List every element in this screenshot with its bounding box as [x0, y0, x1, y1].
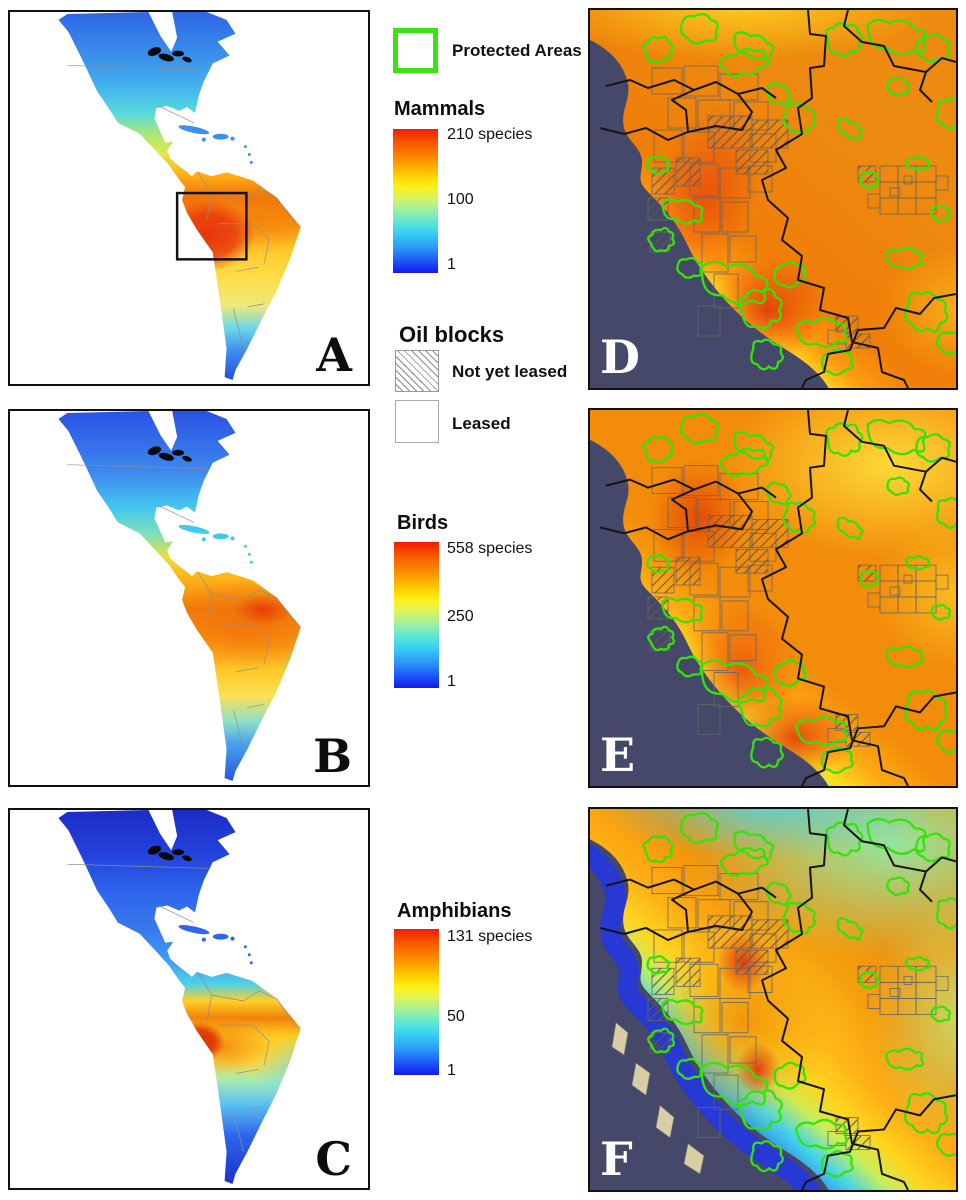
- americas-richness-map-birds: [58, 411, 301, 782]
- panel-label-c: C: [315, 1132, 352, 1186]
- panel-c-amphibians-americas-map: C: [8, 808, 370, 1190]
- amphibians-colorbar: [394, 929, 439, 1075]
- mammals-colorbar: [393, 129, 438, 273]
- amphibians-legend-title: Amphibians: [397, 900, 512, 922]
- amphibians-max-label: 131 species: [447, 928, 533, 945]
- birds-max-label: 558 species: [447, 540, 533, 557]
- inset-extent-box: [175, 191, 248, 261]
- birds-legend-title: Birds: [397, 512, 449, 534]
- americas-richness-map-mammals: [58, 12, 301, 381]
- panel-f-amphibians-amazon-inset: F: [588, 807, 958, 1192]
- mammals-legend-title: Mammals: [394, 98, 486, 120]
- birds-mid-label: 250: [447, 608, 474, 625]
- oil-blocks-legend-title: Oil blocks: [399, 322, 505, 347]
- panel-e-birds-amazon-inset: E: [588, 408, 958, 788]
- protected-areas-swatch: [393, 28, 438, 73]
- mammals-min-label: 1: [447, 256, 456, 273]
- panel-d-mammals-amazon-inset: D: [588, 8, 958, 390]
- birds-colorbar: [394, 542, 439, 688]
- coastal-desert-patches: [611, 1022, 705, 1175]
- not-yet-leased-swatch: [395, 350, 439, 392]
- amphibians-mid-label: 50: [447, 1008, 465, 1025]
- panel-b-birds-americas-map: B: [8, 409, 370, 787]
- birds-min-label: 1: [447, 673, 456, 690]
- mammals-max-label: 210 species: [447, 126, 533, 143]
- panel-label-f: F: [600, 1132, 633, 1186]
- panel-label-e: E: [600, 728, 636, 782]
- amazon-inset-map-birds: [590, 410, 956, 786]
- panel-label-a: A: [316, 328, 352, 382]
- mammals-mid-label: 100: [447, 191, 474, 208]
- panel-a-mammals-americas-map: A: [8, 10, 370, 386]
- protected-areas-label: Protected Areas: [452, 41, 582, 60]
- amazon-inset-map-mammals: [590, 10, 956, 388]
- leased-label: Leased: [452, 414, 511, 433]
- panel-label-d: D: [600, 330, 640, 384]
- not-yet-leased-label: Not yet leased: [452, 362, 568, 381]
- amazon-inset-map-amphibians: [590, 809, 956, 1190]
- amphibians-min-label: 1: [447, 1062, 456, 1079]
- americas-richness-map-amphibians: [58, 810, 301, 1184]
- leased-swatch: [395, 400, 439, 443]
- panel-label-b: B: [313, 729, 352, 783]
